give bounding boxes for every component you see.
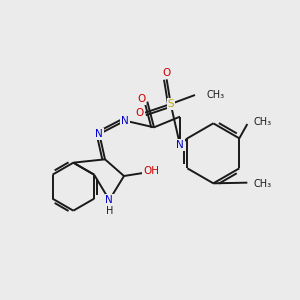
Text: N: N <box>95 129 103 139</box>
Text: O: O <box>137 94 146 104</box>
Text: CH₃: CH₃ <box>207 90 225 100</box>
Text: N: N <box>121 116 129 126</box>
Text: OH: OH <box>143 166 159 176</box>
Text: O: O <box>163 68 171 78</box>
Text: CH₃: CH₃ <box>253 179 272 189</box>
Text: S: S <box>167 99 174 109</box>
Text: O: O <box>136 108 144 118</box>
Text: N: N <box>176 140 184 150</box>
Text: CH₃: CH₃ <box>253 117 272 127</box>
Text: H: H <box>106 206 113 216</box>
Text: N: N <box>106 195 113 205</box>
